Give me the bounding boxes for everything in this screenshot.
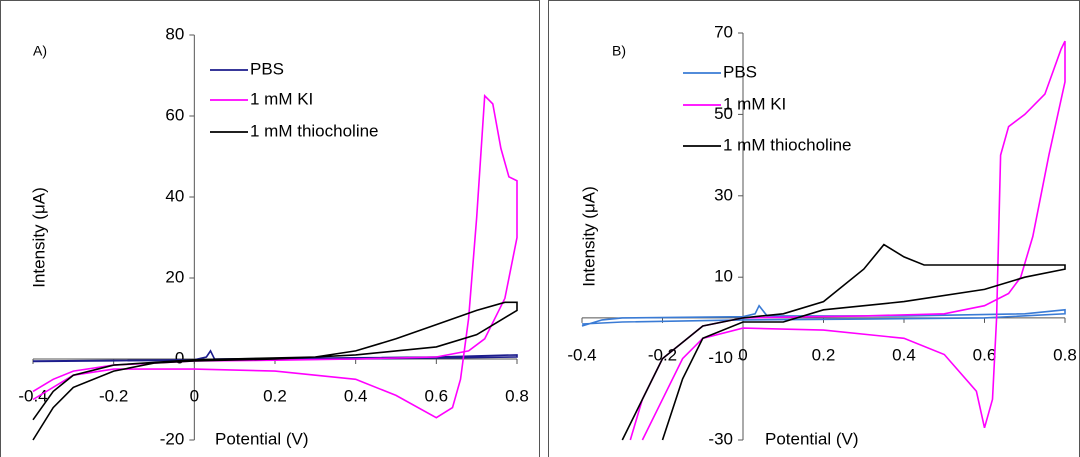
series-line	[581, 304, 1066, 327]
series-line	[32, 301, 518, 441]
x-axis-label: Potential (V)	[765, 429, 859, 448]
x-tick-label: 0.8	[1053, 345, 1077, 364]
y-tick-label: 60	[165, 105, 184, 124]
legend-label: 1 mM KI	[723, 94, 786, 113]
panel-a: -20 0 20 40 60 80 -0.4 -0.2 0 0.2 0.4 0.6 0.8 A) Poten…	[18, 24, 528, 448]
y-tick-label: -20	[160, 429, 185, 448]
x-tick-label: 0	[190, 386, 199, 405]
legend-label: 1 mM thiocholine	[723, 135, 852, 154]
panel-label: A)	[33, 43, 47, 59]
panel-frame	[0, 0, 540, 457]
y-tick-label: 50	[714, 104, 733, 123]
y-axis-label: Intensity (μA)	[29, 187, 48, 288]
y-tick-label: 40	[165, 186, 184, 205]
x-tick-label: 0.6	[973, 345, 997, 364]
y-tick-label: 10	[714, 267, 733, 286]
y-tick-label: -30	[708, 429, 733, 448]
series-line	[32, 93, 518, 419]
legend-label: 1 mM KI	[250, 89, 313, 108]
series-line	[621, 243, 1066, 441]
y-tick-label: -10	[708, 348, 733, 367]
legend-label: PBS	[250, 59, 284, 78]
x-tick-label: -0.2	[648, 345, 677, 364]
legend-label: 1 mM thiocholine	[250, 121, 379, 140]
x-tick-label: -0.4	[18, 386, 47, 405]
x-axis-label: Potential (V)	[215, 429, 309, 448]
y-axis-label: Intensity (μA)	[579, 186, 598, 287]
series-line	[629, 40, 1066, 441]
y-tick-label: 80	[165, 24, 184, 43]
x-tick-label: 0.2	[263, 386, 287, 405]
x-tick-label: 0.6	[425, 386, 449, 405]
x-tick-label: 0.2	[812, 345, 836, 364]
x-tick-label: 0.4	[892, 345, 916, 364]
y-tick-label: 0	[175, 348, 184, 367]
panel-b: -30 -10 10 30 50 70 -0.4 -0.2 0 0.2 0.4 0.6 0.8 B) Pot…	[567, 22, 1076, 448]
x-tick-label: -0.2	[99, 386, 128, 405]
x-tick-label: -0.4	[567, 345, 596, 364]
x-tick-label: 0.8	[505, 386, 529, 405]
y-tick-label: 70	[714, 22, 733, 41]
x-tick-label: 0	[738, 345, 747, 364]
panel-frame	[548, 0, 1080, 457]
y-tick-label: 20	[165, 267, 184, 286]
legend-label: PBS	[723, 62, 757, 81]
y-tick-label: 30	[714, 185, 733, 204]
panel-label: B)	[612, 43, 626, 59]
x-tick-label: 0.4	[344, 386, 368, 405]
